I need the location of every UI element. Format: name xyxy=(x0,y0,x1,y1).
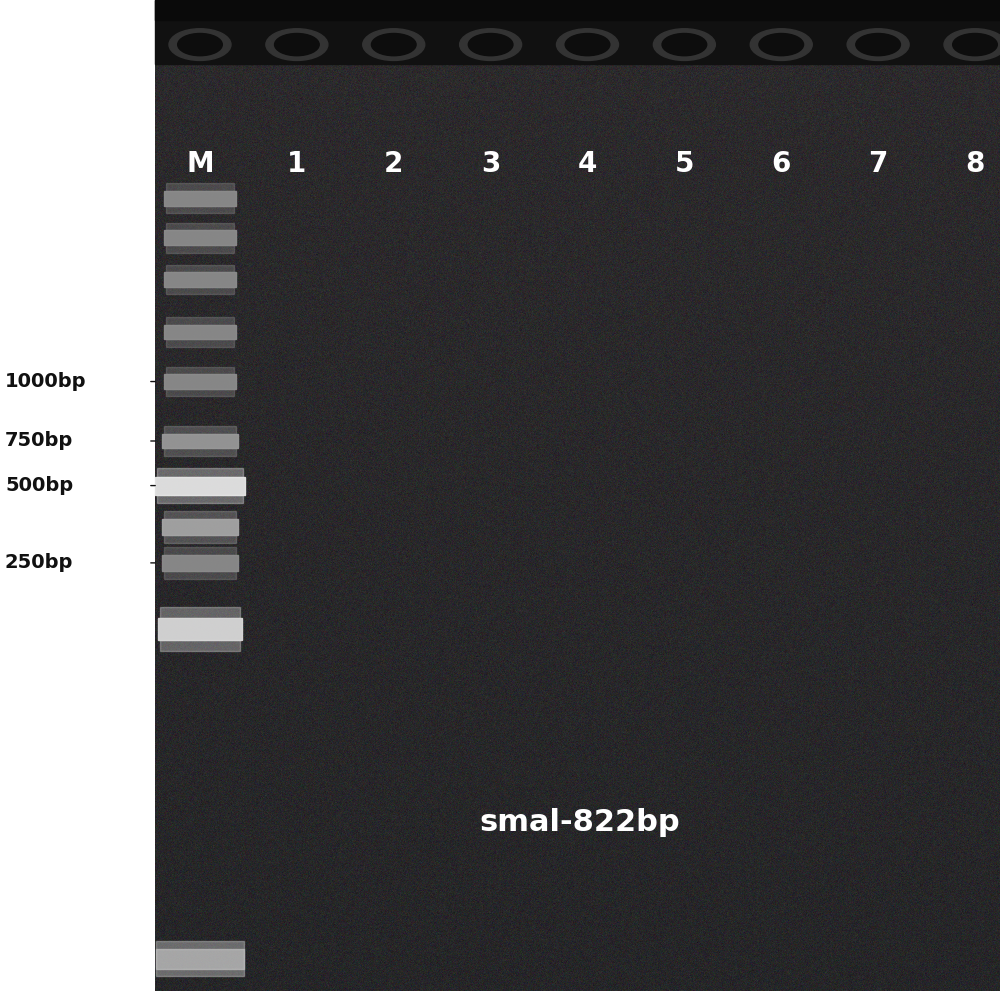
Ellipse shape xyxy=(371,34,416,55)
Bar xyxy=(158,618,242,640)
Bar xyxy=(155,477,245,495)
Ellipse shape xyxy=(275,34,319,55)
Bar xyxy=(160,640,240,651)
Bar xyxy=(164,571,236,579)
Bar xyxy=(162,555,238,571)
Text: 500bp: 500bp xyxy=(5,476,73,496)
Bar xyxy=(157,495,243,503)
Text: 3: 3 xyxy=(481,150,500,177)
Ellipse shape xyxy=(847,29,909,60)
Text: 250bp: 250bp xyxy=(5,553,73,573)
Bar xyxy=(162,519,238,535)
Bar xyxy=(166,339,234,347)
Ellipse shape xyxy=(750,29,812,60)
Bar xyxy=(155,0,1000,20)
Ellipse shape xyxy=(169,29,231,60)
Bar xyxy=(164,511,236,519)
Bar xyxy=(164,272,236,287)
Ellipse shape xyxy=(944,29,1000,60)
Text: 5: 5 xyxy=(675,150,694,177)
Bar xyxy=(164,448,236,456)
Ellipse shape xyxy=(178,34,222,55)
Bar xyxy=(162,433,238,448)
Text: 7: 7 xyxy=(868,150,888,177)
Text: 1000bp: 1000bp xyxy=(5,372,87,391)
Text: M: M xyxy=(186,150,214,177)
Bar xyxy=(155,0,1000,64)
Text: 750bp: 750bp xyxy=(5,431,73,451)
Ellipse shape xyxy=(556,29,618,60)
Ellipse shape xyxy=(662,34,707,55)
Bar xyxy=(164,374,236,388)
Bar xyxy=(156,941,244,976)
Bar xyxy=(166,367,234,375)
Bar xyxy=(166,287,234,294)
Bar xyxy=(0,0,155,991)
Bar xyxy=(156,949,244,969)
Ellipse shape xyxy=(653,29,715,60)
Text: smal-822bp: smal-822bp xyxy=(480,808,680,837)
Bar xyxy=(157,468,243,477)
Bar xyxy=(164,426,236,434)
Bar xyxy=(164,230,236,245)
Bar xyxy=(166,205,234,213)
Bar xyxy=(166,183,234,190)
Ellipse shape xyxy=(363,29,425,60)
Ellipse shape xyxy=(460,29,522,60)
Bar xyxy=(164,190,236,205)
Text: 1: 1 xyxy=(287,150,306,177)
Text: 8: 8 xyxy=(965,150,985,177)
Bar xyxy=(166,265,234,273)
Ellipse shape xyxy=(856,34,900,55)
Ellipse shape xyxy=(565,34,610,55)
Ellipse shape xyxy=(759,34,804,55)
Text: 4: 4 xyxy=(578,150,597,177)
Ellipse shape xyxy=(953,34,997,55)
Bar xyxy=(166,388,234,396)
Ellipse shape xyxy=(266,29,328,60)
Bar xyxy=(166,246,234,253)
Ellipse shape xyxy=(468,34,513,55)
Bar xyxy=(164,547,236,555)
Bar xyxy=(166,223,234,231)
Text: 2: 2 xyxy=(384,150,403,177)
Bar xyxy=(160,607,240,618)
Bar xyxy=(164,535,236,543)
Text: 6: 6 xyxy=(772,150,791,177)
Bar xyxy=(166,317,234,325)
Bar xyxy=(164,324,236,339)
